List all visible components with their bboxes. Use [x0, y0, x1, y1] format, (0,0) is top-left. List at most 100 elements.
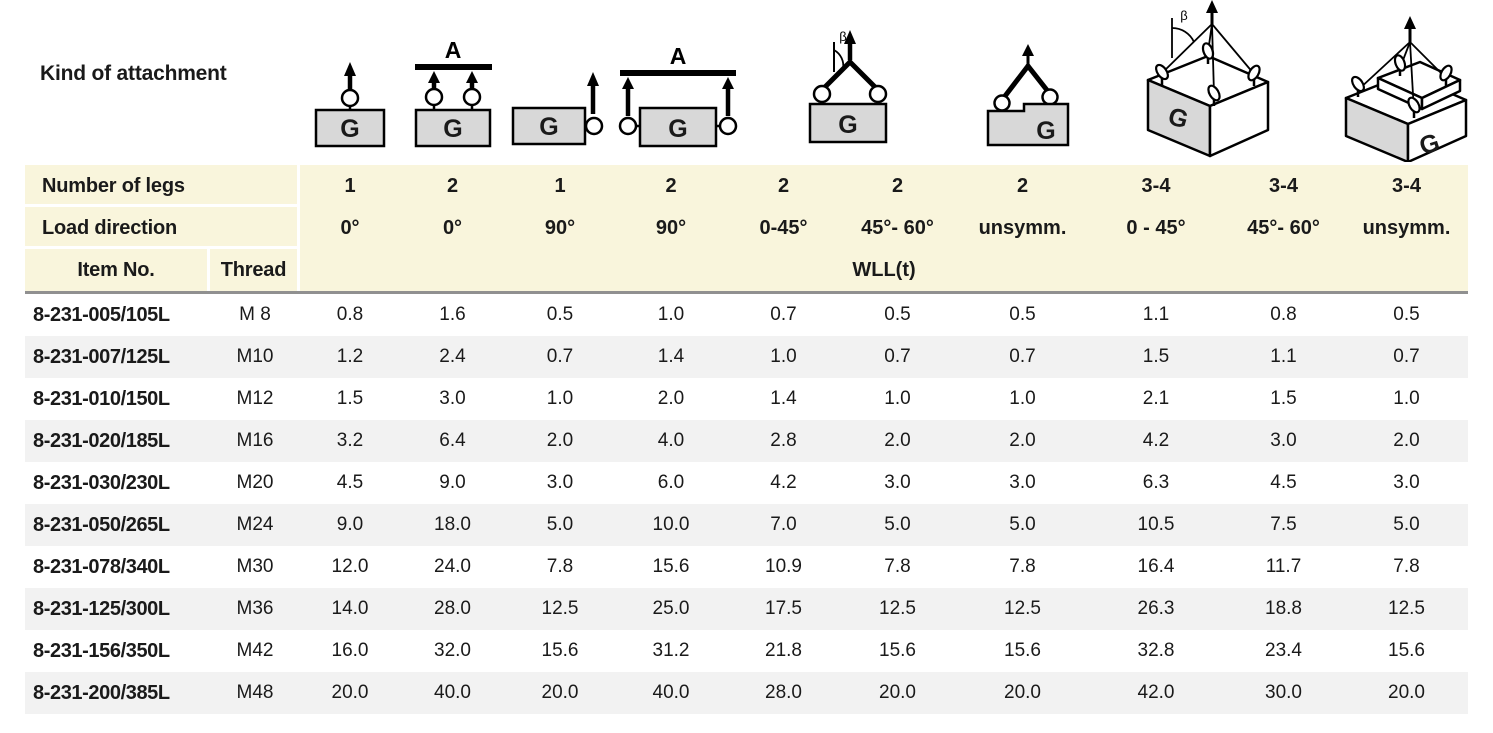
- direction-value: 0°: [340, 217, 360, 239]
- wll-value-cell: 2.0: [884, 430, 911, 451]
- direction-value: unsymm.: [1362, 217, 1451, 239]
- wll-value-cell: 4.5: [1270, 472, 1297, 493]
- wll-value-cell: 9.0: [336, 514, 364, 535]
- diagram-single-leg-90deg: G: [508, 64, 612, 150]
- wll-value-cell: 20.0: [1004, 682, 1041, 703]
- load-box-label: G: [668, 115, 687, 143]
- wll-value-cell: 7.8: [1393, 556, 1420, 577]
- load-box: [808, 102, 888, 144]
- box-right-face: [1406, 98, 1468, 162]
- angle-arc: [1171, 27, 1195, 43]
- direction-row-label: Load direction: [25, 207, 300, 249]
- wll-value-cell: 10.9: [765, 556, 802, 577]
- box-right-face: [1208, 80, 1270, 158]
- wll-value-cell: 1.0: [770, 346, 797, 367]
- legs-value: 2: [446, 175, 459, 197]
- wll-value-cell: 23.4: [1265, 640, 1302, 661]
- wll-value-cell: 32.8: [1137, 640, 1175, 661]
- wll-value-cell: 10.5: [1137, 514, 1175, 535]
- hoist-ring-icon: [618, 116, 638, 136]
- item-no-cell: 8-231-050/265L: [33, 514, 170, 536]
- wll-value-cell: 42.0: [1137, 682, 1175, 703]
- wll-value-cell: 0.8: [336, 304, 364, 325]
- table-row: 8-231-010/150L M12 1.5 3.0 1.0 2.0 1.4 1.0 1.0 2.…: [25, 378, 1468, 420]
- hoist-ring-icon: [718, 116, 738, 136]
- lift-arrow-icon: [587, 72, 599, 86]
- wll-value-cell: 4.2: [770, 472, 797, 493]
- hoist-ring-icon: [1201, 42, 1215, 64]
- thread-cell: M36: [236, 598, 274, 619]
- wll-value-cell: 26.3: [1137, 598, 1175, 619]
- hoist-ring-icon: [1155, 63, 1169, 85]
- wll-value-cell: 1.1: [1142, 304, 1170, 325]
- wll-value-cell: 7.8: [884, 556, 911, 577]
- wll-value-cell: 0.8: [1270, 304, 1297, 325]
- wll-value-cell: 4.5: [336, 472, 364, 493]
- kind-of-attachment-label: Kind of attachment: [40, 62, 227, 85]
- wll-value-cell: 12.5: [879, 598, 916, 619]
- wll-value-cell: 14.0: [331, 598, 369, 619]
- wll-value-cell: 3.0: [439, 388, 466, 409]
- hoist-ring-icon: [424, 87, 444, 107]
- beta-angle-label: β: [839, 29, 846, 44]
- item-no-header: Item No.: [25, 249, 210, 291]
- thread-cell: M 8: [239, 304, 271, 325]
- wll-value-cell: 17.5: [765, 598, 802, 619]
- legs-value: 2: [1016, 175, 1029, 197]
- wll-value-cell: 3.0: [1009, 472, 1036, 493]
- direction-value: 90°: [655, 217, 687, 239]
- wll-value-cell: 3.0: [1393, 472, 1420, 493]
- item-no-cell: 8-231-010/150L: [33, 388, 170, 410]
- thread-cell: M42: [236, 640, 274, 661]
- wll-value-cell: 12.5: [1004, 598, 1041, 619]
- wll-value-cell: 5.0: [1393, 514, 1420, 535]
- wll-value-cell: 2.1: [1142, 388, 1170, 409]
- thread-cell: M48: [236, 682, 274, 703]
- table-row: 8-231-007/125L M10 1.2 2.4 0.7 1.4 1.0 0.7 0.7 1.…: [25, 336, 1468, 378]
- thread-header: Thread: [210, 249, 300, 291]
- wll-value-cell: 20.0: [1388, 682, 1425, 703]
- wll-value-cell: 0.7: [1393, 346, 1420, 367]
- wll-value-cell: 4.2: [1142, 430, 1170, 451]
- diagram-two-leg-sling-angle: β G: [796, 28, 900, 150]
- table-row: 8-231-078/340L M30 12.0 24.0 7.8 15.6 10.9 7.8 7…: [25, 546, 1468, 588]
- item-no-cell: 8-231-078/340L: [33, 556, 170, 578]
- item-no-cell: 8-231-020/185L: [33, 430, 170, 452]
- spreader-beam: [620, 70, 736, 76]
- attachment-diagram-strip: Kind of attachment G A: [0, 0, 1493, 165]
- direction-value: 45°- 60°: [861, 217, 934, 239]
- beam-label: A: [445, 40, 462, 63]
- wll-value-cell: 28.0: [434, 598, 471, 619]
- diagram-multi-leg-unsymmetric: G: [1328, 14, 1474, 162]
- lift-arrow-icon: [1206, 0, 1218, 13]
- direction-value: unsymm.: [978, 217, 1067, 239]
- legs-value: 2: [777, 175, 790, 197]
- wll-value-cell: 20.0: [541, 682, 579, 703]
- direction-row: Load direction 0° 0° 90° 90° 0-45° 45°- …: [25, 207, 1468, 249]
- wll-value-cell: 12.5: [1388, 598, 1425, 619]
- load-box-label: G: [1036, 117, 1055, 145]
- wll-value-cell: 1.0: [657, 304, 685, 325]
- wll-value-cell: 12.5: [541, 598, 579, 619]
- wll-value-cell: 6.3: [1142, 472, 1170, 493]
- diagram-multi-leg-sling-angle: β G: [1132, 0, 1274, 162]
- wll-value-cell: 40.0: [434, 682, 471, 703]
- thread-cell: M12: [236, 388, 274, 409]
- wll-value-cell: 32.0: [434, 640, 471, 661]
- diagram-single-leg-0deg: G: [305, 60, 395, 150]
- wll-value-cell: 1.5: [1142, 346, 1170, 367]
- wll-value-cell: 6.0: [657, 472, 685, 493]
- table-row: 8-231-156/350L M42 16.0 32.0 15.6 31.2 21.8 15.…: [25, 630, 1468, 672]
- wll-value-cell: 1.0: [546, 388, 574, 409]
- hoist-ring-icon: [1041, 88, 1059, 106]
- hoist-ring-icon: [584, 116, 604, 136]
- lift-arrow-icon: [844, 30, 856, 44]
- wll-value-cell: 18.0: [434, 514, 471, 535]
- load-box-label: G: [340, 115, 359, 143]
- legs-value: 2: [665, 175, 677, 197]
- wll-value-cell: 1.5: [1270, 388, 1297, 409]
- beam-label: A: [670, 44, 687, 69]
- hoist-ring-icon: [462, 87, 482, 107]
- wll-value-cell: 2.0: [1009, 430, 1036, 451]
